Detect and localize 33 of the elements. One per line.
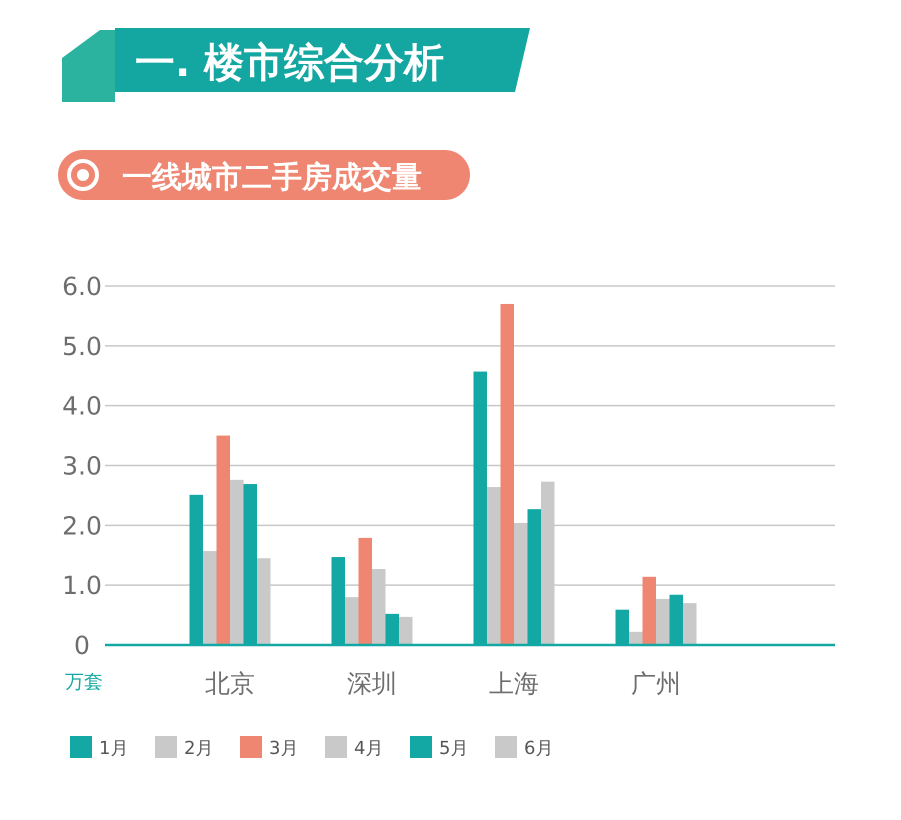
bar [656, 598, 670, 645]
legend-label: 2月 [184, 738, 214, 759]
bar [683, 603, 696, 645]
bar [230, 480, 244, 645]
bar [500, 304, 514, 645]
y-tick-label: 1.0 [62, 571, 102, 600]
y-tick-label: 6.0 [62, 272, 102, 301]
x-tick-label: 广州 [631, 669, 681, 698]
legend-label: 6月 [524, 738, 554, 759]
y-axis-title: 万套 [65, 671, 103, 693]
chart-subtitle: 一线城市二手房成交量 [122, 160, 422, 195]
y-tick-label: 0 [74, 631, 90, 660]
bar [487, 487, 500, 645]
y-tick-label: 3.0 [62, 452, 102, 480]
x-tick-label: 深圳 [347, 669, 397, 698]
bar [203, 551, 216, 645]
legend-label: 1月 [99, 738, 128, 759]
bar [642, 576, 656, 645]
bar [345, 597, 358, 645]
bar [514, 522, 528, 645]
legend-label: 5月 [439, 738, 468, 759]
bar [399, 616, 412, 645]
y-tick-label: 4.0 [62, 392, 102, 421]
y-tick-label: 5.0 [62, 332, 102, 361]
bar [358, 538, 372, 645]
bar [629, 632, 642, 645]
bar [216, 436, 230, 645]
x-tick-label: 上海 [489, 669, 539, 698]
legend-label: 3月 [269, 738, 298, 759]
chart-title: 一. 楼市综合分析 [135, 40, 444, 86]
y-tick-label: 2.0 [62, 511, 102, 540]
x-tick-label: 北京 [205, 669, 255, 698]
legend-label: 4月 [354, 738, 384, 759]
